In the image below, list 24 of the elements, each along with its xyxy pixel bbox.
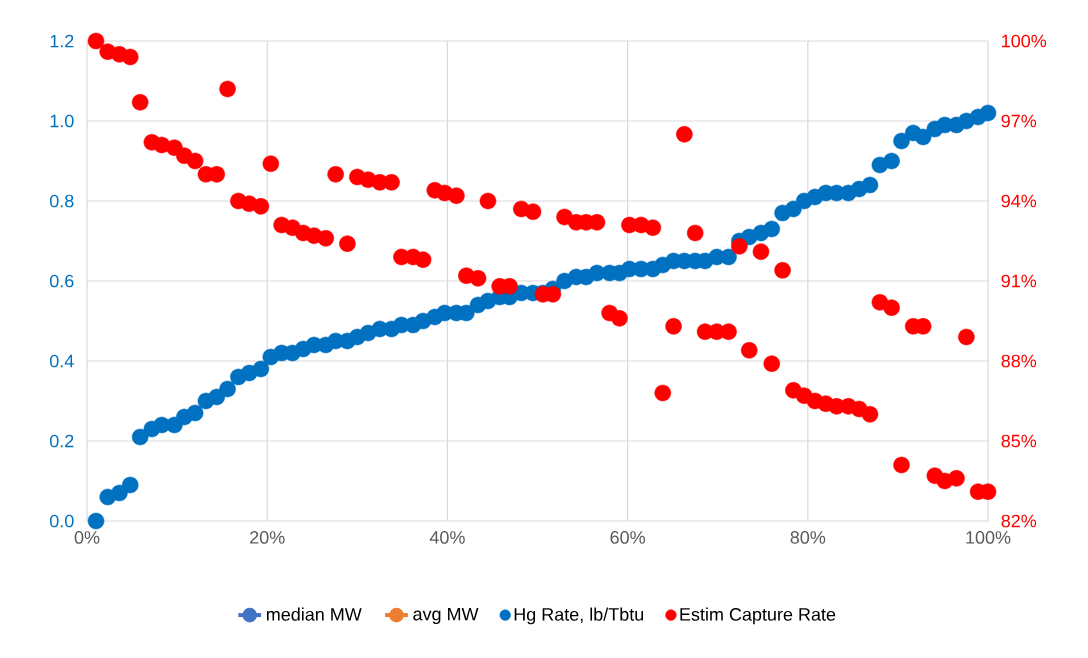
- y2-tick-label: 88%: [1001, 354, 1037, 368]
- y-tick-label: 1.2: [50, 34, 74, 48]
- x-tick-label: 100%: [966, 531, 1011, 544]
- x-tick-label: 80%: [790, 531, 826, 544]
- legend-label: avg MW: [413, 607, 479, 625]
- y2-tick-label: 97%: [1001, 114, 1037, 128]
- y2-tick-label: 94%: [1001, 194, 1037, 208]
- y-tick-label: 0.0: [49, 514, 74, 528]
- y-tick-label: 0.6: [49, 274, 74, 288]
- y-tick-label: 1.0: [50, 114, 74, 128]
- legend-label: Hg Rate, lb/Tbtu: [514, 607, 644, 625]
- y-tick-label: 0.4: [49, 354, 74, 368]
- x-tick-label: 40%: [429, 531, 465, 544]
- y2-tick-label: 91%: [1001, 274, 1037, 288]
- y-tick-label: 0.8: [49, 194, 74, 208]
- legend-label: Estim Capture Rate: [680, 607, 836, 625]
- y-tick-label: 0.2: [49, 434, 74, 448]
- y2-tick-label: 82%: [1001, 514, 1037, 528]
- legend-label: median MW: [266, 607, 362, 621]
- x-tick-label: 20%: [250, 531, 285, 544]
- x-tick-label: 60%: [610, 531, 645, 544]
- y2-tick-label: 85%: [1001, 434, 1037, 448]
- y2-tick-label: 100%: [1002, 34, 1047, 48]
- x-tick-label: 0%: [74, 531, 100, 544]
